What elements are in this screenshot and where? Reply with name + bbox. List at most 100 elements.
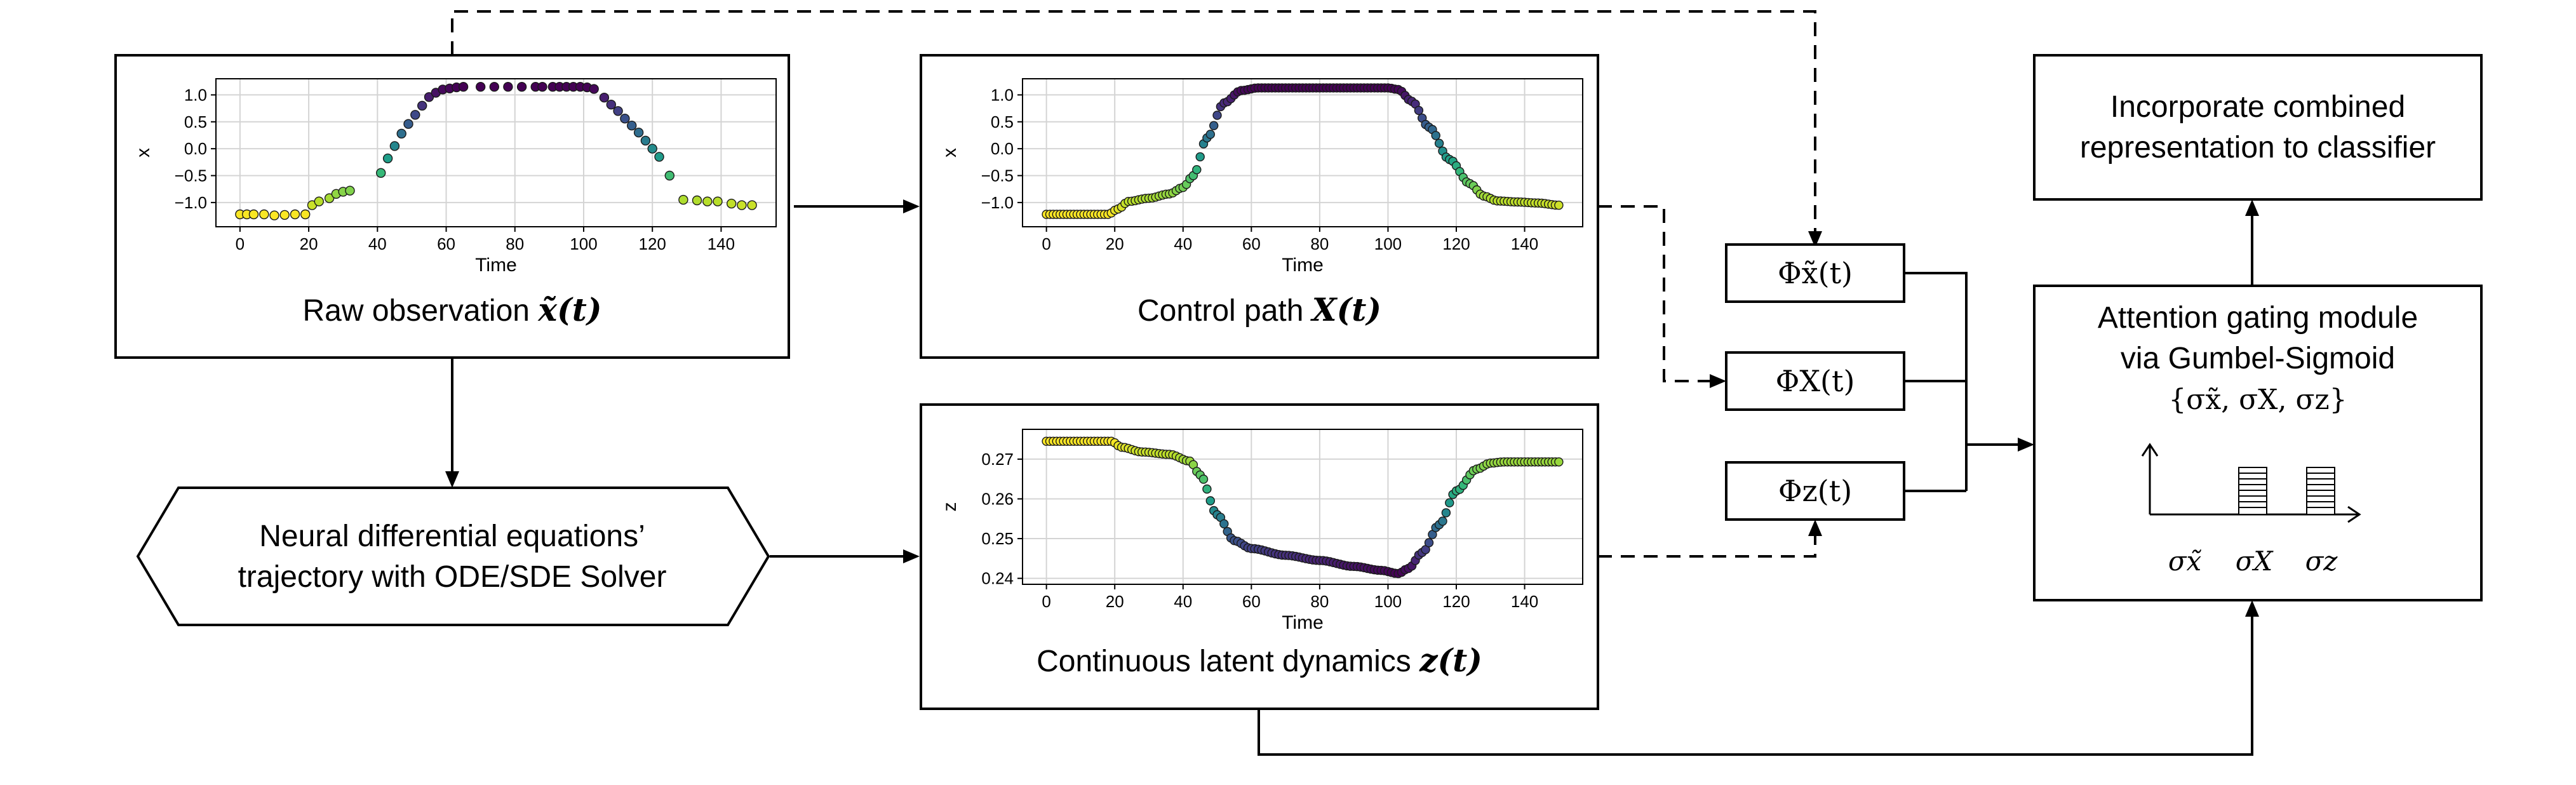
data-point [1434, 138, 1444, 148]
y-tick-label: 1.0 [991, 85, 1014, 104]
phi-latent-label: Φz(t) [1778, 474, 1852, 508]
data-point [1431, 131, 1440, 140]
x-tick-label: 80 [1310, 234, 1329, 253]
x-tick-label: 40 [368, 234, 387, 253]
x-tick-label: 20 [300, 234, 318, 253]
latent-dynamics-plot: 0 20 40 60 80 100 120 140 0.27 0.26 0.25 0.24 Time z [939, 429, 1583, 633]
x-tick-label: 100 [570, 234, 597, 253]
y-tick-label: −1.0 [175, 193, 207, 212]
arrowhead [445, 471, 459, 488]
attention-line2: via Gumbel-Sigmoid [2121, 342, 2395, 375]
data-point [633, 127, 644, 138]
data-point [382, 153, 393, 164]
neural-solver-line1: Neural differential equations’ [259, 520, 645, 553]
data-point [726, 198, 737, 209]
raw-observation-label: Raw observation x̃(t) [302, 291, 601, 328]
y-tick-label: 0.26 [981, 489, 1014, 508]
x-tick-label: 120 [1442, 592, 1470, 611]
y-tick-label: −0.5 [981, 166, 1014, 185]
y-tick-label: 0.0 [991, 139, 1014, 158]
data-point [620, 113, 630, 124]
x-tick-label: 80 [1310, 592, 1329, 611]
x-tick-label: 100 [1374, 592, 1402, 611]
arrowhead [1808, 231, 1822, 248]
data-point [424, 92, 434, 102]
data-point [678, 194, 688, 205]
data-point [503, 81, 513, 92]
data-point [376, 168, 386, 178]
classifier-node: Incorporate combined representation to c… [2033, 54, 2483, 201]
y-tick-label: −1.0 [981, 193, 1014, 212]
gate-bar-control [2238, 467, 2267, 515]
control-path-node: 0 20 40 60 80 100 120 140 1.0 0.5 0.0 −0.5 −1.0 Time x… [920, 54, 1599, 359]
data-point [640, 135, 651, 146]
y-axis-label: z [939, 502, 960, 512]
phi-latent-node: Φz(t) [1725, 461, 1905, 521]
y-tick-label: 0.25 [981, 529, 1014, 548]
data-point [599, 92, 610, 103]
x-tick-label: 0 [1042, 592, 1050, 611]
classifier-line1: Incorporate combined [2110, 90, 2405, 124]
data-point [1212, 111, 1222, 120]
data-point [279, 210, 290, 220]
x-tick-label: 140 [708, 234, 735, 253]
x-tick-label: 60 [1242, 234, 1261, 253]
y-tick-label: −0.5 [175, 166, 207, 185]
data-point [389, 141, 400, 151]
x-tick-label: 120 [639, 234, 666, 253]
y-tick-label: 0.5 [184, 112, 207, 131]
data-point [396, 128, 406, 139]
arrowhead [1710, 374, 1726, 388]
y-tick-label: 1.0 [184, 85, 207, 104]
attention-line1: Attention gating module [2098, 301, 2418, 335]
gate-label-control: σX [2236, 546, 2274, 577]
x-tick-label: 20 [1106, 592, 1124, 611]
data-point [1554, 457, 1564, 467]
phi-raw-label: Φx̃(t) [1778, 256, 1853, 290]
data-point [737, 200, 747, 210]
gate-label-raw: σx̃ [2168, 546, 2202, 577]
y-tick-label: 0.5 [991, 112, 1014, 131]
data-point [324, 193, 335, 203]
arrowhead [2245, 600, 2259, 617]
data-point [1209, 121, 1219, 131]
x-tick-label: 40 [1174, 234, 1192, 253]
latent-dynamics-label: Continuous latent dynamics z(t) [1036, 641, 1482, 679]
y-axis-label: x [939, 148, 960, 158]
data-point [647, 144, 657, 154]
data-point [300, 209, 311, 220]
arrowhead [903, 199, 920, 213]
data-point [1438, 516, 1447, 526]
x-tick-label: 80 [506, 234, 524, 253]
data-point [1445, 498, 1454, 507]
data-point [606, 99, 616, 110]
neural-solver-node: Neural differential equations’ trajector… [136, 486, 770, 626]
gate-label-latent: σz [2305, 546, 2338, 577]
data-point [654, 152, 664, 162]
data-point [747, 200, 757, 210]
edges [445, 10, 2259, 756]
edge-phi-raw-merge [1904, 272, 1968, 491]
data-point [248, 209, 259, 220]
control-path-plot: 0 20 40 60 80 100 120 140 1.0 0.5 0.0 −0.5 −1.0 Time x [939, 78, 1583, 276]
data-point [1414, 105, 1424, 116]
x-tick-label: 120 [1442, 234, 1470, 253]
raw-observation-plot: 0 20 40 60 80 100 120 140 1.0 0.5 0.0 −0.5 −1.0 Time x [133, 78, 777, 276]
phi-raw-node: Φx̃(t) [1725, 243, 1905, 303]
y-axis-label: x [133, 148, 154, 158]
data-point [290, 209, 300, 220]
y-tick-label: 0.0 [184, 139, 207, 158]
plot-axes-frame [1022, 78, 1583, 227]
mini-x-arrowhead [2347, 506, 2361, 523]
data-point [1441, 508, 1451, 518]
data-point [1424, 538, 1434, 547]
data-point [1205, 130, 1216, 139]
arrowhead [1808, 520, 1822, 536]
data-point [1202, 484, 1212, 494]
gate-bar-latent [2306, 467, 2335, 515]
mini-y-arrowhead [2141, 443, 2159, 457]
x-tick-label: 140 [1511, 592, 1538, 611]
data-point [403, 119, 413, 129]
edge-latent-to-attention [1258, 615, 2253, 756]
